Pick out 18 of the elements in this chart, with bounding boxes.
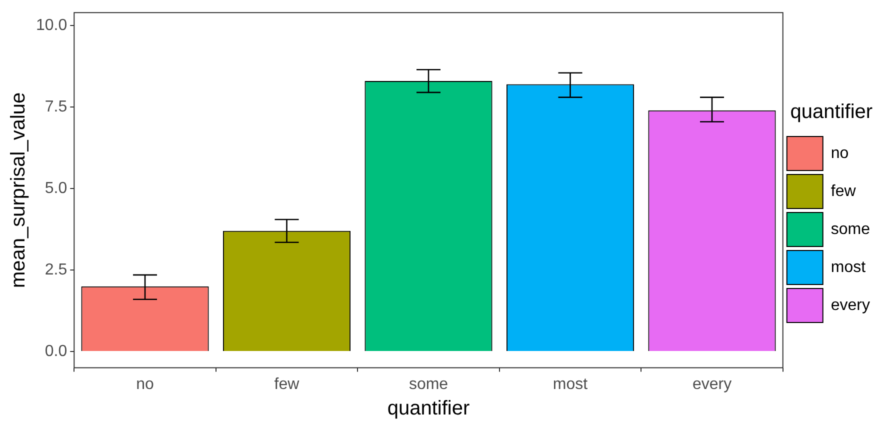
y-tick-label: 10.0 xyxy=(36,17,68,34)
legend-label: few xyxy=(830,182,856,200)
x-tick-label: few xyxy=(274,376,300,393)
y-tick-label: 5.0 xyxy=(44,180,68,197)
x-tick-label: some xyxy=(408,376,448,393)
y-axis-title: mean_surprisal_value xyxy=(8,92,30,288)
legend-label: every xyxy=(830,296,870,314)
legend-label: most xyxy=(830,258,866,276)
x-tick-label: no xyxy=(136,376,154,393)
y-tick-label: 2.5 xyxy=(44,261,68,278)
legend-title: quantifier xyxy=(790,101,873,124)
y-tick-label: 0.0 xyxy=(44,342,68,360)
x-axis-title: quantifier xyxy=(387,398,470,420)
y-tick-label: 7.5 xyxy=(44,98,68,116)
legend-label: no xyxy=(830,144,849,162)
x-tick-label: every xyxy=(692,376,732,393)
x-tick-label: most xyxy=(552,376,588,393)
legend-label: some xyxy=(830,220,870,238)
